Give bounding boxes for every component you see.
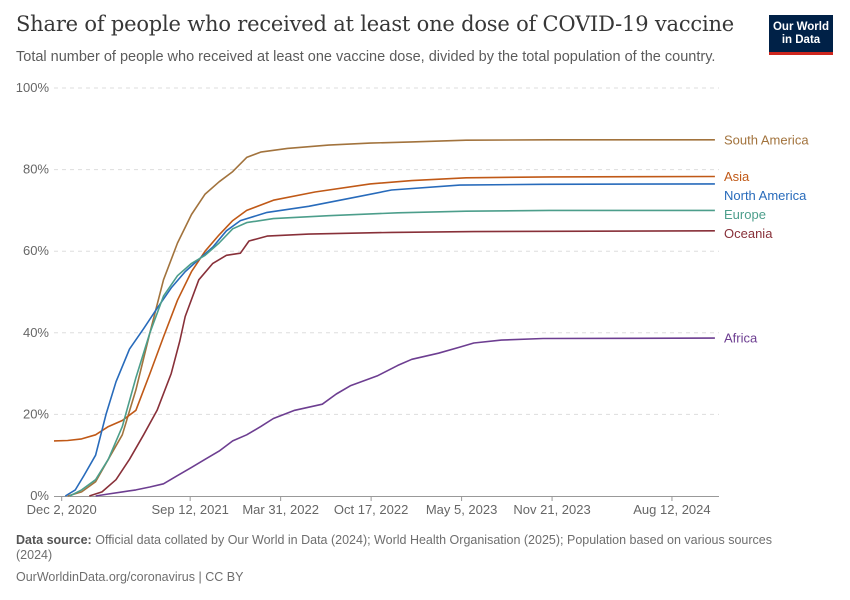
y-tick-label: 60% — [23, 243, 49, 258]
footer-url[interactable]: OurWorldinData.org/coronavirus | CC BY — [16, 570, 244, 584]
series-label-africa: Africa — [724, 331, 758, 346]
series-line-europe — [69, 209, 715, 497]
logo-line-1: Our World — [772, 20, 829, 33]
data-source-note: Data source: Official data collated by O… — [16, 533, 806, 563]
series-label-europe: Europe — [724, 207, 766, 222]
y-tick-label: 20% — [23, 406, 49, 421]
data-source-text: Official data collated by Our World in D… — [16, 533, 772, 562]
series-line-north-america — [64, 183, 715, 497]
x-tick-label: Aug 12, 2024 — [633, 502, 710, 517]
x-tick-label: Mar 31, 2022 — [242, 502, 319, 517]
series-label-south-america: South America — [724, 132, 809, 147]
x-tick-label: Dec 2, 2020 — [27, 502, 97, 517]
chart-subtitle: Total number of people who received at l… — [16, 49, 716, 65]
series-label-north-america: North America — [724, 188, 807, 203]
series-label-asia: Asia — [724, 169, 750, 184]
series-line-south-america — [67, 139, 715, 497]
x-tick-label: Sep 12, 2021 — [151, 502, 228, 517]
y-tick-label: 100% — [16, 80, 50, 95]
x-tick-label: May 5, 2023 — [426, 502, 498, 517]
data-source-label: Data source: — [16, 533, 92, 547]
x-tick-label: Oct 17, 2022 — [334, 502, 408, 517]
logo-line-2: in Data — [781, 33, 821, 46]
chart-title: Share of people who received at least on… — [16, 12, 735, 36]
owid-logo[interactable]: Our World in Data — [769, 15, 833, 55]
y-tick-label: 0% — [30, 488, 49, 503]
x-tick-label: Nov 21, 2023 — [513, 502, 590, 517]
y-tick-label: 40% — [23, 325, 49, 340]
series-line-africa — [95, 337, 715, 497]
series-label-oceania: Oceania — [724, 226, 773, 241]
series-line-oceania — [89, 230, 715, 497]
series-line-asia — [53, 175, 715, 442]
y-tick-label: 80% — [23, 162, 49, 177]
